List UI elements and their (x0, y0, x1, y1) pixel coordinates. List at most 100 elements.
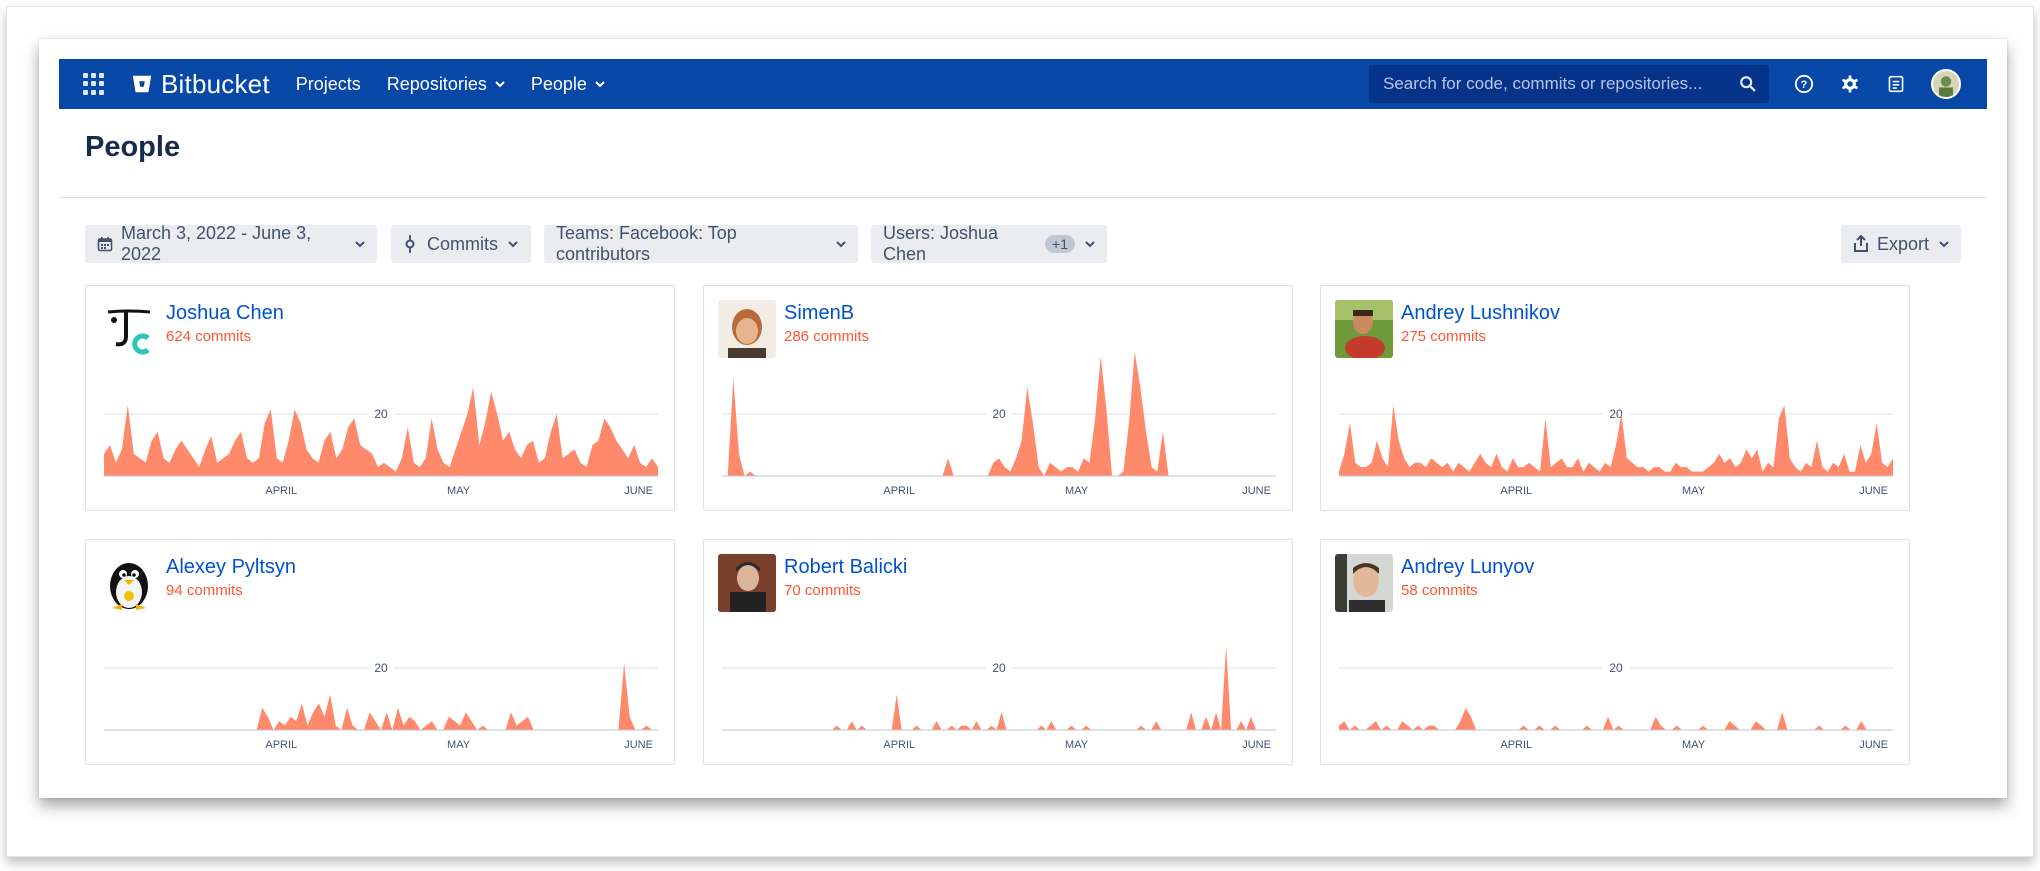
person-card: 20 APRIL MAY JUNE Andrey Lunyov 58 commits (1320, 539, 1910, 765)
reference-value-label: 20 (1609, 407, 1623, 421)
bitbucket-logo[interactable]: Bitbucket (131, 69, 270, 100)
x-tick-label: APRIL (883, 485, 915, 497)
search-input[interactable] (1381, 73, 1739, 95)
x-tick-label: JUNE (1859, 485, 1888, 497)
header-divider (59, 197, 1987, 198)
commits-area-series (1339, 405, 1893, 476)
nav-repositories[interactable]: Repositories (387, 74, 505, 95)
x-tick-label: APRIL (265, 739, 297, 751)
commit-activity-chart: 20 APRIL MAY JUNE (1339, 405, 1893, 497)
bitbucket-icon (132, 75, 152, 93)
svg-text:?: ? (1801, 79, 1808, 91)
chevron-down-icon (595, 81, 605, 88)
reference-label-bg (1603, 405, 1629, 421)
person-avatar[interactable] (1335, 300, 1393, 358)
reference-value-label: 20 (1609, 661, 1623, 675)
commit-icon (405, 235, 415, 253)
reference-value-label: 20 (374, 407, 388, 421)
settings-gear-icon[interactable] (1839, 73, 1861, 95)
person-avatar[interactable] (718, 300, 776, 358)
person-avatar[interactable] (100, 554, 158, 612)
users-label: Users: Joshua Chen (883, 223, 999, 264)
chevron-down-icon (355, 241, 365, 248)
commit-activity-chart: 20 APRIL MAY JUNE (722, 645, 1276, 751)
x-tick-label: JUNE (1242, 485, 1271, 497)
teams-label: Teams: Facebook: Top contributors (556, 223, 737, 264)
x-tick-label: MAY (447, 485, 471, 497)
x-tick-label: JUNE (624, 485, 653, 497)
x-tick-label: JUNE (1242, 739, 1271, 751)
reference-label-bg (986, 659, 1012, 675)
person-card: 20 APRIL MAY JUNE Robert Balicki 70 commits (703, 539, 1293, 765)
export-button[interactable]: Export (1841, 225, 1961, 263)
commit-activity-chart: 20 APRIL MAY JUNE (1339, 659, 1893, 751)
person-commit-count: 94 commits (166, 582, 243, 599)
commits-area-series (1339, 707, 1893, 730)
notes-icon[interactable] (1885, 73, 1907, 95)
date-range-filter[interactable]: March 3, 2022 - June 3, 2022 (85, 223, 377, 264)
person-name-link[interactable]: Joshua Chen (166, 302, 284, 324)
person-commit-count: 275 commits (1401, 328, 1487, 345)
reference-label-bg (368, 659, 394, 675)
person-card: 20 APRIL MAY JUNE Alexey Pyltsyn 94 commits (85, 539, 675, 765)
search-box[interactable] (1369, 65, 1769, 103)
x-tick-label: APRIL (1500, 485, 1532, 497)
x-tick-label: MAY (1682, 485, 1706, 497)
person-commit-count: 286 commits (784, 328, 870, 345)
person-name-link[interactable]: SimenB (784, 302, 855, 324)
x-tick-label: MAY (1682, 739, 1706, 751)
person-commit-count: 624 commits (166, 328, 252, 345)
reference-label-bg (986, 405, 1012, 421)
app-switcher-icon[interactable] (83, 73, 105, 95)
calendar-icon (97, 237, 113, 252)
nav-projects[interactable]: Projects (296, 74, 361, 95)
nav-people[interactable]: People (531, 74, 605, 95)
metric-label: Commits (427, 233, 498, 254)
reference-label-bg (1603, 659, 1629, 675)
export-label: Export (1877, 233, 1930, 254)
person-card: 20 APRIL MAY JUNE Joshua Chen 624 commits (85, 285, 675, 511)
nav-repositories-label: Repositories (386, 73, 487, 94)
chevron-down-icon (495, 81, 505, 88)
person-avatar[interactable] (1335, 554, 1393, 612)
x-tick-label: MAY (1065, 485, 1089, 497)
person-name-link[interactable]: Andrey Lunyov (1401, 556, 1535, 578)
x-tick-label: JUNE (624, 739, 653, 751)
x-tick-label: JUNE (1859, 739, 1888, 751)
help-icon[interactable]: ? (1793, 73, 1815, 95)
person-avatar[interactable] (718, 554, 776, 612)
person-name-link[interactable]: Andrey Lushnikov (1401, 302, 1560, 324)
x-tick-label: APRIL (883, 739, 915, 751)
export-icon (1854, 235, 1868, 252)
chevron-down-icon (1939, 241, 1949, 248)
metric-filter[interactable]: Commits (391, 225, 531, 263)
x-tick-label: APRIL (1500, 739, 1532, 751)
chevron-down-icon (836, 241, 846, 248)
person-commit-count: 58 commits (1401, 582, 1478, 599)
chevron-down-icon (1085, 241, 1095, 248)
logo-text: Bitbucket (161, 68, 270, 99)
commit-activity-chart: 20 APRIL MAY JUNE (722, 352, 1276, 497)
teams-filter[interactable]: Teams: Facebook: Top contributors (544, 223, 858, 264)
person-name-link[interactable]: Robert Balicki (784, 556, 908, 578)
person-card: 20 APRIL MAY JUNE SimenB 286 commits (703, 285, 1293, 511)
person-commit-count: 70 commits (784, 582, 861, 599)
person-avatar[interactable] (100, 300, 158, 358)
screenshot-frame: Bitbucket Projects Repositories People (6, 6, 2034, 857)
reference-label-bg (368, 405, 394, 421)
commits-area-series (722, 645, 1276, 730)
reference-value-label: 20 (992, 661, 1006, 675)
nav-people-label: People (530, 73, 587, 94)
x-tick-label: APRIL (265, 485, 297, 497)
reference-value-label: 20 (374, 661, 388, 675)
commits-area-series (104, 387, 658, 476)
chevron-down-icon (508, 241, 518, 248)
search-icon[interactable] (1739, 75, 1757, 93)
page-title: People (85, 131, 181, 163)
person-name-link[interactable]: Alexey Pyltsyn (166, 556, 297, 578)
commit-activity-chart: 20 APRIL MAY JUNE (104, 387, 658, 497)
user-avatar[interactable] (1931, 69, 1961, 99)
nav-projects-label: Projects (295, 73, 361, 94)
reference-value-label: 20 (992, 407, 1006, 421)
users-filter[interactable]: Users: Joshua Chen +1 (871, 223, 1107, 264)
